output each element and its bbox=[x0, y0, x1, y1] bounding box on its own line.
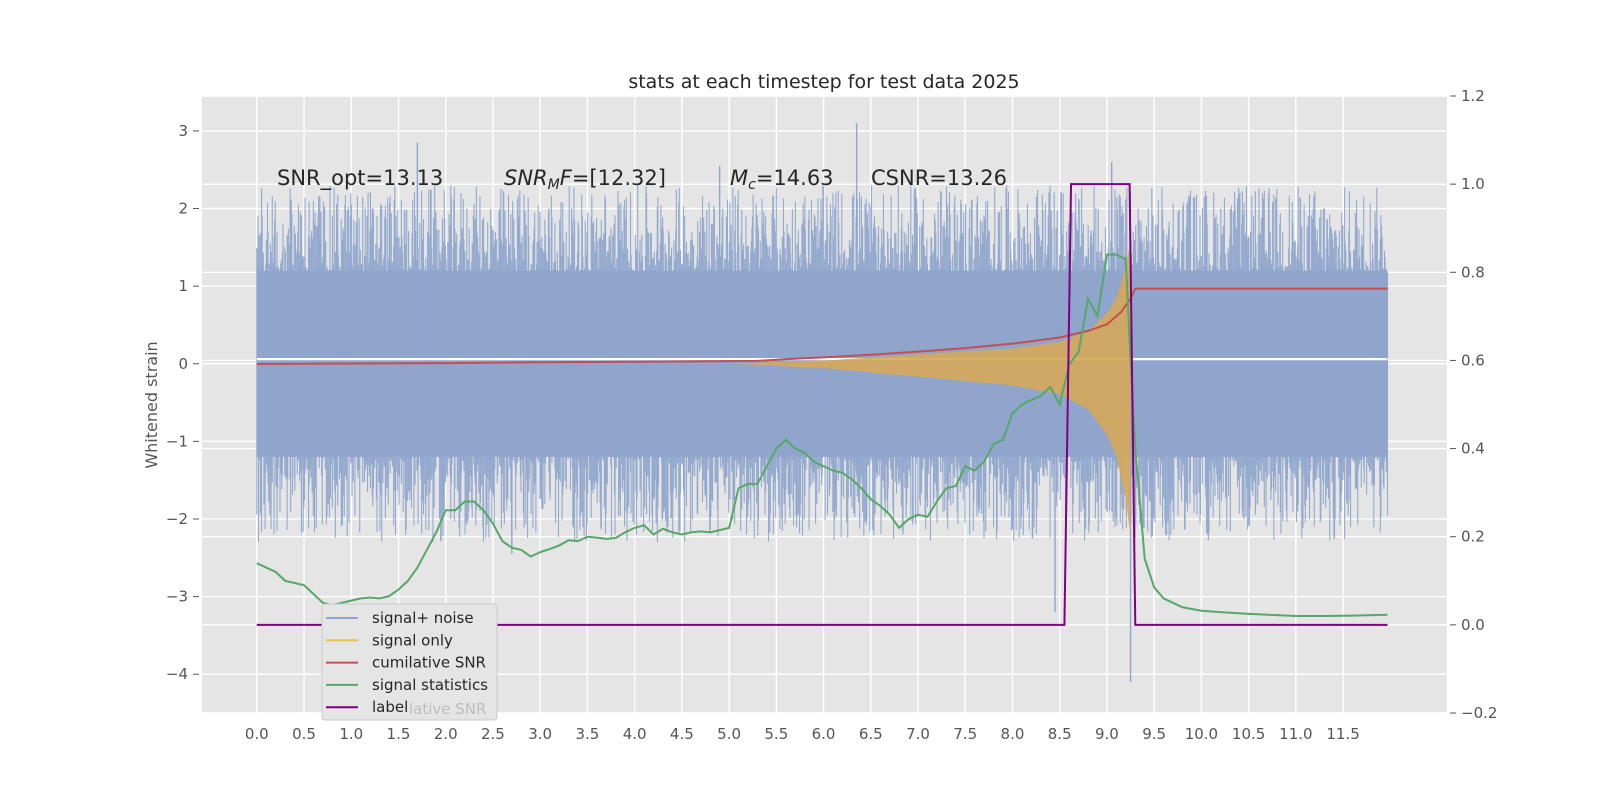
y-tick-label: 0 bbox=[178, 355, 188, 373]
y2-tick-label: 1.2 bbox=[1461, 87, 1485, 105]
annotation-text: SNRMF=[12.32] bbox=[504, 166, 666, 193]
series-layer bbox=[256, 123, 1389, 682]
legend: lative SNR signal+ noise signal only cumila… bbox=[321, 603, 498, 721]
x-tick-label: 4.5 bbox=[670, 725, 694, 743]
x-tick-label: 10.5 bbox=[1232, 725, 1265, 743]
y-tick-label: 3 bbox=[178, 122, 188, 140]
annotation-text: SNR_opt=13.13 bbox=[277, 166, 443, 191]
x-tick-label: 11.5 bbox=[1326, 725, 1359, 743]
x-tick-label: 4.0 bbox=[623, 725, 647, 743]
y2-tick-label: 0.0 bbox=[1461, 616, 1485, 634]
series-label bbox=[256, 183, 1388, 626]
x-tick-label: 7.0 bbox=[906, 725, 930, 743]
x-tick-label: 5.5 bbox=[764, 725, 788, 743]
y-axis-title: Whitened strain bbox=[142, 341, 161, 468]
x-tick-label: 9.5 bbox=[1142, 725, 1166, 743]
y2-tick-label: 1.0 bbox=[1461, 175, 1485, 193]
y2-tick-label: 0.2 bbox=[1461, 528, 1485, 546]
y-tick-label: 1 bbox=[178, 277, 188, 295]
x-tick-label: 11.0 bbox=[1279, 725, 1312, 743]
x-tick-label: 8.0 bbox=[1001, 725, 1025, 743]
legend-label: label bbox=[372, 698, 408, 716]
y-tick-label: −1 bbox=[166, 432, 188, 450]
x-tick-label: 2.5 bbox=[481, 725, 505, 743]
x-tick-label: 1.0 bbox=[339, 725, 363, 743]
x-tick-label: 3.0 bbox=[528, 725, 552, 743]
annotation-text: Mc=14.63 bbox=[730, 166, 834, 193]
y2-tick-label: 0.4 bbox=[1461, 440, 1485, 458]
chart-title: stats at each timestep for test data 202… bbox=[628, 71, 1019, 93]
x-tick-label: 8.5 bbox=[1048, 725, 1072, 743]
x-tick-label: 10.0 bbox=[1185, 725, 1218, 743]
x-tick-label: 1.5 bbox=[387, 725, 411, 743]
y-tick-label: −4 bbox=[166, 665, 188, 683]
x-tick-label: 0.5 bbox=[292, 725, 316, 743]
x-tick-label: 9.0 bbox=[1095, 725, 1119, 743]
x-tick-label: 6.5 bbox=[859, 725, 883, 743]
legend-label: cumilative SNR bbox=[372, 654, 486, 672]
legend-label: signal only bbox=[372, 631, 453, 649]
series-cumilative-snr bbox=[256, 287, 1388, 365]
x-tick-label: 3.5 bbox=[575, 725, 599, 743]
x-tick-label: 0.0 bbox=[245, 725, 269, 743]
y2-tick-label: 0.6 bbox=[1461, 351, 1485, 369]
x-axis: 0.0 0.5 1.0 1.5 2.0 2.5 3.0 3.5 4.0 4.5 5.0 5.5 6.0 6… bbox=[245, 725, 1360, 743]
y-tick-label: −3 bbox=[166, 588, 188, 606]
y-axis-right: 1.2 1.0 0.8 0.6 0.4 0.2 0.0 −0.2 bbox=[1450, 87, 1497, 722]
x-tick-label: 5.0 bbox=[717, 725, 741, 743]
y-tick-label: 2 bbox=[178, 200, 188, 218]
y2-tick-label: −0.2 bbox=[1461, 704, 1497, 722]
y2-tick-label: 0.8 bbox=[1461, 263, 1485, 281]
legend-box bbox=[321, 603, 498, 721]
annotation-text: CSNR=13.26 bbox=[871, 166, 1007, 190]
annotations: SNR_opt=13.13 SNRMF=[12.32] Mc=14.63 CSNR=1… bbox=[277, 166, 1007, 193]
y-tick-label: −2 bbox=[166, 510, 188, 528]
x-tick-label: 7.5 bbox=[953, 725, 977, 743]
series-signal-statistics bbox=[256, 253, 1388, 618]
x-tick-label: 6.0 bbox=[812, 725, 836, 743]
y-axis-left: 3 2 1 0 −1 −2 −3 −4 bbox=[166, 122, 199, 683]
legend-ghost-text: lative SNR bbox=[409, 700, 486, 718]
x-tick-label: 2.0 bbox=[434, 725, 458, 743]
legend-label: signal statistics bbox=[372, 676, 488, 694]
legend-label: signal+ noise bbox=[372, 609, 474, 627]
